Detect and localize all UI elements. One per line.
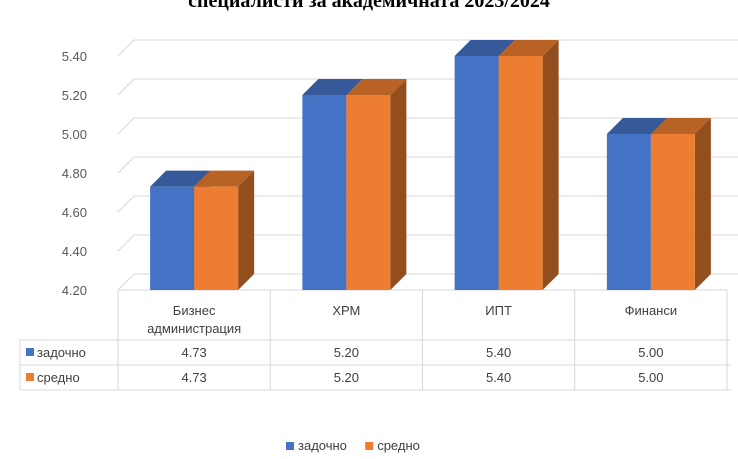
- y-tick-label: 4.40: [62, 244, 87, 259]
- bar-top: [498, 40, 559, 56]
- legend-swatch: [286, 442, 294, 450]
- legend-swatch: [365, 442, 374, 450]
- category-label: Финанси: [625, 303, 678, 318]
- data-label: 5.00: [638, 370, 663, 385]
- bar-top: [454, 40, 515, 56]
- y-tick-label: 4.60: [62, 205, 87, 220]
- data-label: 5.20: [334, 370, 359, 385]
- data-label: 5.40: [486, 370, 511, 385]
- table-series-name: средно: [37, 370, 80, 385]
- bar-средно-0: [194, 186, 239, 290]
- category-label: Бизнес: [173, 303, 216, 318]
- gridline-wall: [117, 273, 135, 291]
- gridline-wall: [117, 78, 135, 96]
- y-tick-label: 5.00: [62, 127, 87, 142]
- y-tick-label: 4.20: [62, 283, 87, 298]
- bar-средно-1: [346, 95, 391, 290]
- bar-side: [694, 118, 711, 290]
- bar-средно-2: [498, 56, 543, 290]
- bar-средно-3: [650, 134, 695, 290]
- bar-top: [650, 118, 711, 134]
- y-tick-label: 5.20: [62, 88, 87, 103]
- bar-задочно-0: [150, 186, 195, 290]
- table-series-name: задочно: [37, 345, 86, 360]
- gridline-wall: [117, 234, 135, 252]
- bar-side: [238, 170, 255, 290]
- bar-top: [150, 170, 211, 187]
- chart-title: специалисти за академичната 2023/2024: [188, 0, 550, 12]
- bar-side: [390, 79, 407, 290]
- data-label: 4.73: [181, 370, 206, 385]
- gridline-wall: [117, 117, 135, 135]
- data-label: 5.40: [486, 345, 511, 360]
- bar-задочно-1: [302, 95, 347, 290]
- data-label: 5.20: [334, 345, 359, 360]
- bar-задочно-2: [454, 56, 499, 290]
- bar-top: [346, 79, 407, 95]
- category-label: администрация: [147, 321, 241, 336]
- category-label: ИПТ: [485, 303, 512, 318]
- data-label: 5.00: [638, 345, 663, 360]
- legend-label: средно: [377, 438, 420, 453]
- bar-side: [542, 40, 559, 290]
- bar-top: [606, 118, 667, 134]
- table-legend-swatch: [26, 373, 34, 381]
- gridline-wall: [117, 195, 135, 213]
- category-label: ХРМ: [332, 303, 360, 318]
- bar-top: [194, 170, 255, 187]
- y-tick-label: 5.40: [62, 49, 87, 64]
- y-tick-label: 4.80: [62, 166, 87, 181]
- legend-label: задочно: [298, 438, 347, 453]
- data-label: 4.73: [181, 345, 206, 360]
- table-legend-swatch: [26, 348, 34, 356]
- gridline-wall: [117, 39, 135, 57]
- bar-top: [302, 79, 363, 95]
- bar-задочно-3: [606, 134, 651, 290]
- gridline-wall: [117, 156, 135, 174]
